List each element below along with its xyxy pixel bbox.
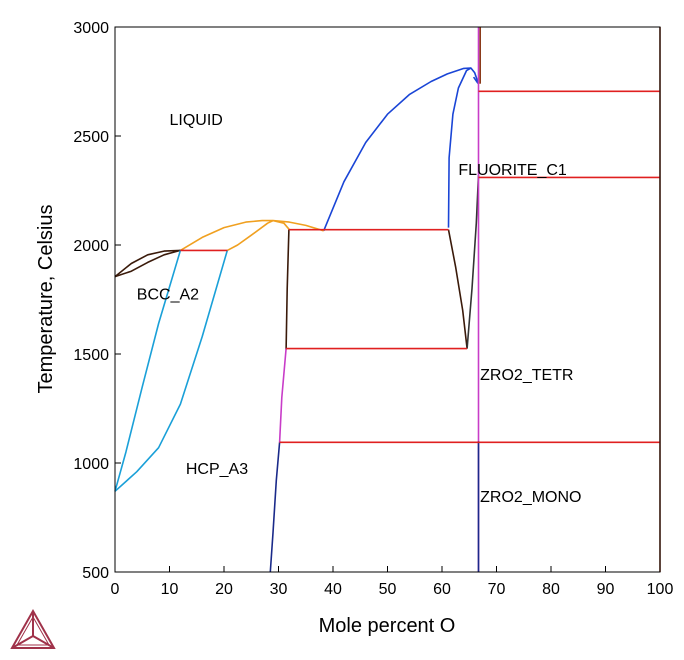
phase-boundary-3 (179, 219, 273, 252)
phase-label: ZRO2_TETR (480, 367, 573, 384)
phase-boundary-6 (272, 219, 291, 231)
phase-boundary-12 (114, 250, 182, 492)
phase-boundary-10 (447, 229, 468, 349)
phase-boundary-9 (285, 229, 290, 350)
x-tick-label: 50 (379, 581, 397, 598)
phase-label: BCC_A2 (137, 287, 199, 304)
phase-boundary-4 (226, 219, 274, 252)
phase-boundary-8 (114, 249, 181, 278)
x-tick-label: 80 (542, 581, 560, 598)
x-tick-label: 60 (433, 581, 451, 598)
phase-boundary-5 (272, 219, 324, 232)
phase-label: FLUORITE_C1 (458, 162, 567, 179)
x-axis: 0 10 20 30 40 50 60 70 80 90 100 (111, 566, 674, 598)
y-tick-label: 2500 (73, 129, 109, 146)
phase-boundary-0 (322, 67, 480, 232)
x-tick-label: 20 (215, 581, 233, 598)
x-tick-label: 0 (111, 581, 120, 598)
phase-boundary-7 (114, 249, 181, 278)
phase-boundaries (114, 27, 661, 573)
phase-label: LIQUID (170, 112, 223, 129)
y-tick-label: 1000 (73, 456, 109, 473)
y-axis-title: Temperature, Celsius (35, 205, 57, 394)
thermo-calc-logo (10, 608, 56, 649)
y-tick-label: 3000 (73, 20, 109, 37)
phase-boundary-11 (466, 175, 480, 349)
y-axis: 500 1000 1500 2000 2500 3000 (73, 20, 121, 582)
x-tick-label: 40 (324, 581, 342, 598)
phase-boundary-15 (278, 348, 287, 443)
y-tick-label: 2000 (73, 238, 109, 255)
y-tick-label: 500 (82, 565, 109, 582)
x-tick-label: 10 (161, 581, 179, 598)
x-axis-title: Mole percent O (319, 615, 456, 637)
phase-labels: LIQUID FLUORITE_C1 BCC_A2 ZRO2_TETR HCP_A3 ZR… (137, 112, 582, 506)
y-tick-label: 1500 (73, 347, 109, 364)
x-tick-label: 100 (647, 581, 674, 598)
phase-boundary-13 (114, 250, 229, 492)
x-tick-label: 70 (488, 581, 506, 598)
x-tick-label: 30 (270, 581, 288, 598)
phase-label: HCP_A3 (186, 461, 248, 478)
phase-label: ZRO2_MONO (480, 489, 581, 506)
phase-boundary-1 (447, 67, 472, 228)
x-tick-label: 90 (597, 581, 615, 598)
phase-boundary-14 (269, 442, 281, 573)
